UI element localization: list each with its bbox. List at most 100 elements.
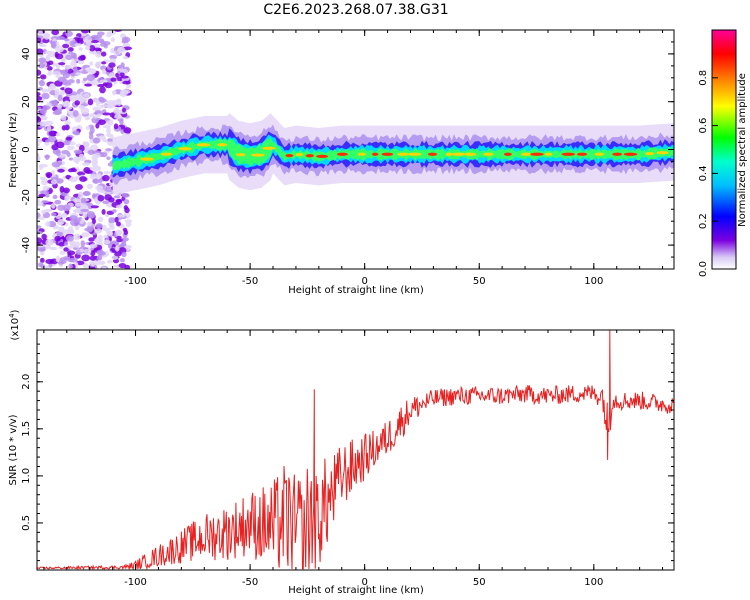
noise-speck: [76, 78, 81, 84]
noise-speck: [122, 56, 129, 60]
noise-speck: [84, 115, 91, 121]
noise-speck: [45, 171, 53, 178]
noise-speck: [108, 73, 116, 79]
noise-speck: [80, 30, 90, 34]
ridge-hotspot: [530, 152, 544, 156]
noise-speck: [110, 77, 117, 82]
noise-speck: [51, 161, 61, 168]
noise-speck: [102, 137, 107, 143]
snr-y-multiplier: (x104): [8, 309, 21, 340]
noise-speck: [94, 62, 101, 68]
spectrogram-x-ticks: -100 -50 0 50 100: [43, 30, 664, 287]
noise-speck: [50, 176, 59, 180]
noise-speck: [90, 261, 95, 267]
noise-speck: [37, 95, 43, 101]
noise-speck: [96, 31, 105, 36]
noise-speck: [98, 178, 103, 184]
noise-speck: [44, 139, 51, 143]
noise-speck: [81, 162, 90, 166]
noise-speck: [55, 53, 64, 60]
noise-speck: [37, 92, 41, 97]
noise-speck: [37, 154, 40, 161]
noise-speck: [62, 82, 72, 86]
noise-speck: [102, 125, 111, 129]
noise-speck: [111, 209, 117, 213]
ridge-hotspot: [160, 152, 173, 156]
noise-speck: [72, 156, 81, 163]
noise-speck: [52, 71, 61, 76]
ridge-hotspot: [251, 153, 265, 157]
noise-speck: [60, 69, 69, 73]
ridge-hotspot: [336, 152, 348, 156]
noise-speck: [115, 230, 122, 236]
noise-speck: [89, 173, 98, 180]
ridge-hotspot: [381, 152, 394, 156]
noise-speck: [121, 107, 127, 113]
noise-speck: [97, 251, 106, 256]
noise-speck: [43, 265, 50, 269]
noise-speck: [106, 127, 111, 134]
noise-speck: [108, 217, 116, 224]
noise-speck: [106, 259, 113, 264]
noise-speck: [60, 115, 67, 121]
noise-speck: [94, 152, 101, 158]
noise-speck: [39, 250, 45, 256]
noise-speck: [54, 199, 62, 205]
noise-speck: [51, 30, 60, 36]
colorbar-label: Normalized spectral amplitude: [737, 73, 748, 227]
noise-speck: [118, 262, 127, 269]
noise-speck: [80, 208, 90, 213]
noise-speck: [41, 92, 50, 100]
noise-speck: [64, 87, 73, 95]
ridge-hotspot: [612, 152, 623, 156]
ridge-hotspot: [623, 152, 638, 156]
ridge-hotspot: [371, 152, 379, 156]
noise-speck: [89, 61, 94, 66]
colorbar-gradient: [711, 29, 737, 270]
noise-speck: [101, 104, 109, 108]
noise-speck: [74, 100, 80, 106]
x-tick-label: 0: [361, 276, 367, 287]
noise-speck: [103, 239, 111, 245]
noise-speck: [56, 230, 63, 238]
noise-speck: [81, 254, 91, 262]
noise-speck: [46, 72, 53, 76]
noise-speck: [92, 178, 100, 184]
noise-speck: [49, 246, 58, 251]
ridge-hotspot: [544, 152, 553, 156]
noise-speck: [103, 43, 108, 49]
noise-speck: [110, 222, 115, 229]
noise-speck: [114, 216, 119, 223]
x-tick-label: -100: [124, 276, 147, 287]
noise-speck: [90, 250, 96, 257]
noise-speck: [38, 57, 47, 64]
ridge-hotspot: [645, 151, 655, 156]
noise-speck: [78, 47, 83, 51]
noise-speck: [70, 60, 77, 67]
noise-speck: [95, 50, 102, 58]
noise-speck: [37, 142, 41, 147]
noise-speck: [103, 170, 111, 175]
ridge-hotspot: [295, 153, 304, 157]
noise-speck: [67, 47, 74, 52]
noise-speck: [88, 45, 96, 52]
y-tick-label: 0.5: [21, 515, 32, 531]
ridge-hotspot: [357, 152, 366, 156]
noise-speck: [64, 120, 71, 126]
noise-speck: [87, 98, 94, 106]
noise-speck: [89, 243, 98, 249]
ridge-hotspot: [262, 146, 276, 150]
noise-speck: [88, 213, 95, 219]
ridge-hotspot: [217, 143, 228, 147]
noise-speck: [61, 229, 71, 234]
noise-speck: [43, 32, 51, 40]
noise-speck: [37, 116, 42, 123]
noise-speck: [56, 36, 65, 41]
noise-speck: [78, 191, 84, 199]
noise-speck: [47, 85, 53, 92]
noise-speck: [83, 248, 92, 255]
noise-speck: [116, 98, 122, 103]
noise-speck: [106, 156, 111, 160]
snr-x-label: Height of straight line (km): [288, 585, 424, 596]
noise-speck: [123, 205, 129, 210]
